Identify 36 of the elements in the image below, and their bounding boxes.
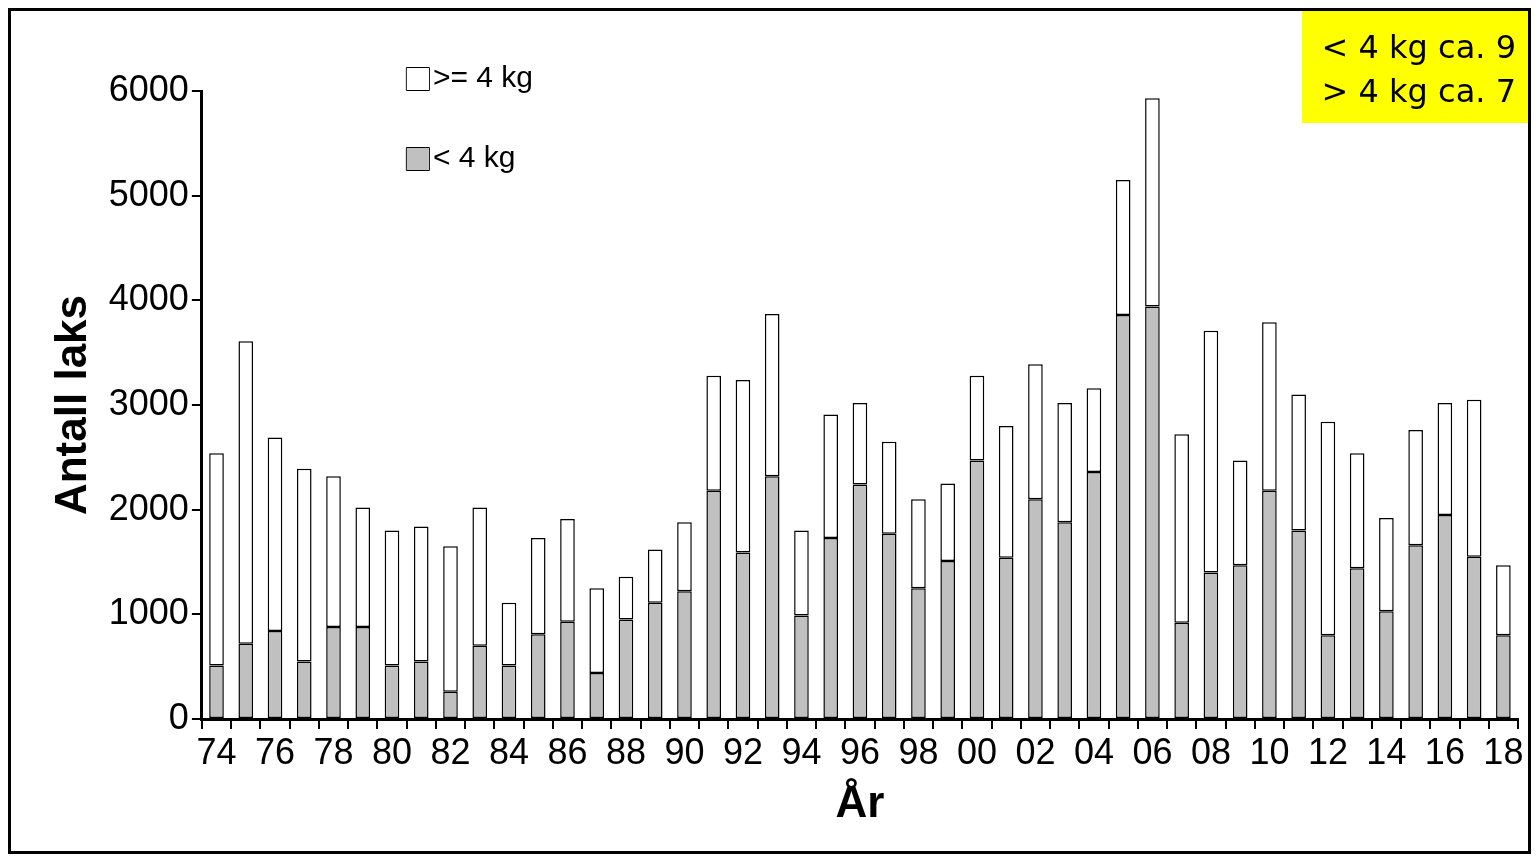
y-tick-label: 6000 <box>108 67 189 109</box>
x-tick-label: 78 <box>313 730 354 772</box>
x-tick-label: 08 <box>1190 730 1231 772</box>
x-tick-label: 04 <box>1073 730 1114 772</box>
y-axis-title: Antall laks <box>45 294 95 516</box>
y-tick-label: 5000 <box>108 172 189 214</box>
x-tick-label: 80 <box>371 730 413 772</box>
x-tick-label: 92 <box>722 730 763 772</box>
x-axis-title: År <box>835 776 885 826</box>
y-tick-label: 1000 <box>108 591 189 633</box>
x-tick-label: 98 <box>898 730 939 772</box>
x-tick-label: 02 <box>1015 730 1056 772</box>
x-tick-label: 12 <box>1307 730 1348 772</box>
x-tick-label: 74 <box>196 730 237 772</box>
annotation: > 4 kg ca. 7 <box>1321 71 1516 112</box>
x-tick-label: 94 <box>781 730 822 772</box>
x-tick-label: 18 <box>1483 730 1524 772</box>
y-tick-label: 4000 <box>108 277 189 319</box>
legend-label: >= 4 kg <box>432 60 533 94</box>
x-tick-label: 16 <box>1424 730 1465 772</box>
x-tick-label: 82 <box>430 730 471 772</box>
y-tick-label: 0 <box>168 695 189 737</box>
y-tick-label: 2000 <box>108 486 189 528</box>
x-tick-label: 84 <box>488 730 529 772</box>
x-tick-label: 14 <box>1366 730 1407 772</box>
x-tick-label: 10 <box>1249 730 1290 772</box>
x-tick-label: 00 <box>956 730 997 772</box>
x-tick-label: 90 <box>664 730 705 772</box>
x-tick-label: 86 <box>547 730 588 772</box>
x-tick-label: 88 <box>605 730 646 772</box>
text: < 4 kg ca. 9 <box>1321 27 1516 68</box>
x-tick-label: 96 <box>839 730 880 772</box>
x-tick-label: 06 <box>1132 730 1173 772</box>
legend-label: < 4 kg <box>432 140 516 174</box>
y-tick-label: 3000 <box>108 381 189 423</box>
x-tick-label: 76 <box>254 730 296 772</box>
